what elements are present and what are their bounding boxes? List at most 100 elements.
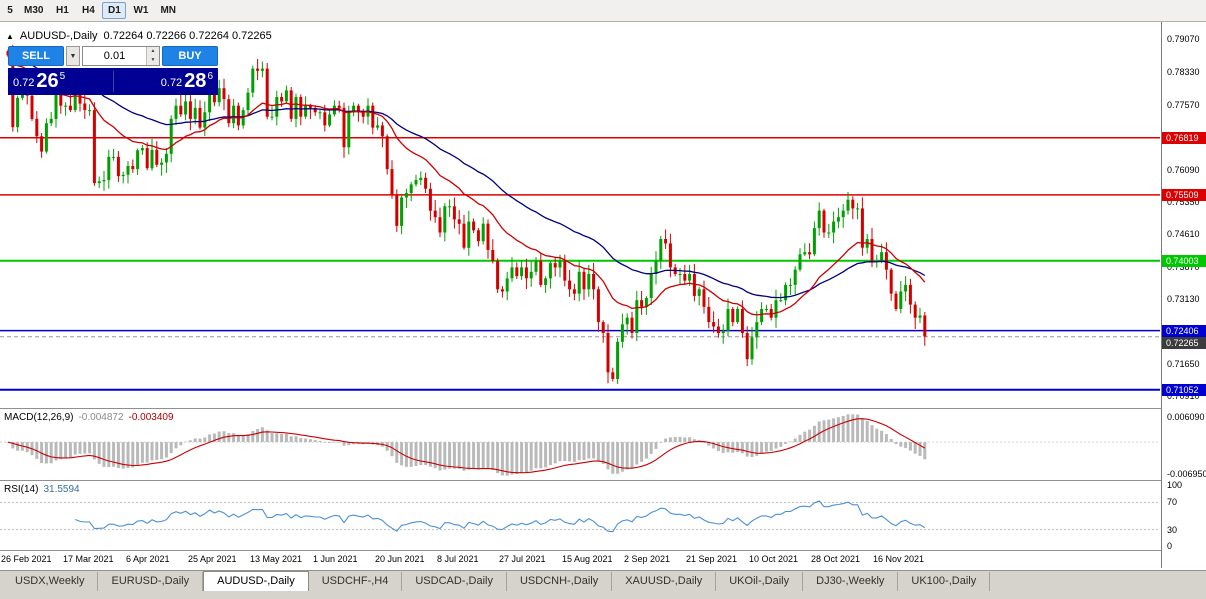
symbol-label: AUDUSD-,Daily: [19, 30, 98, 42]
candlestick-chart: [0, 44, 1160, 391]
timeframe-button-d1[interactable]: D1: [102, 2, 127, 19]
spinner-up-icon[interactable]: ▲: [147, 47, 159, 56]
date-axis-label: 13 May 2021: [250, 554, 303, 564]
chart-tab-eurusd-daily[interactable]: EURUSD-,Daily: [98, 572, 204, 591]
macd-axis-top-label: 0.006090: [1167, 412, 1205, 422]
chart-tab-usdx-weekly[interactable]: USDX,Weekly: [2, 572, 99, 591]
price-axis-label: 0.73870: [1167, 262, 1200, 272]
lot-size-field[interactable]: 0.01 ▲ ▼: [82, 46, 160, 66]
timeframe-toolbar: 5 M30 H1 H4 D1 W1 MN: [0, 0, 1206, 22]
timeframe-button-w1[interactable]: W1: [128, 2, 153, 19]
chart-tab-dj30-weekly[interactable]: DJ30-,Weekly: [803, 572, 899, 591]
date-axis-label: 6 Apr 2021: [126, 554, 170, 564]
chart-tab-xauusd-daily[interactable]: XAUUSD-,Daily: [612, 572, 717, 591]
price-axis-label: 0.78330: [1167, 67, 1200, 77]
level-price-tag: 0.76819: [1162, 132, 1206, 144]
timeframe-button-h1[interactable]: H1: [50, 2, 74, 19]
price-pane: ▲ AUDUSD-,Daily 0.72264 0.72266 0.72264 …: [0, 24, 1160, 408]
trade-options-caret-button[interactable]: ▼: [66, 46, 80, 66]
rsi-chart-canvas[interactable]: [0, 482, 1160, 550]
date-axis-label: 21 Sep 2021: [686, 554, 738, 564]
macd-title-text: MACD(12,26,9): [4, 412, 74, 423]
chart-tab-usdchf-h4[interactable]: USDCHF-,H4: [308, 572, 403, 591]
bid-point: 5: [59, 71, 66, 82]
ask-prefix: 0.72: [160, 77, 183, 89]
rsi-pane: RSI(14) 31.5594: [0, 482, 1160, 550]
spinner-down-icon[interactable]: ▼: [147, 56, 159, 65]
date-axis-label: 2 Sep 2021: [624, 554, 671, 564]
rsi-axis-label: 70: [1167, 497, 1178, 507]
pane-splitter[interactable]: [0, 480, 1206, 481]
rsi-title-text: RSI(14): [4, 484, 39, 495]
price-axis-label: 0.74610: [1167, 229, 1200, 239]
pane-splitter[interactable]: [0, 408, 1206, 409]
rsi-axis-label: 0: [1167, 541, 1173, 551]
price-axis-label: 0.75350: [1167, 197, 1200, 207]
macd-axis-bottom-label: -0.006950: [1167, 469, 1206, 479]
level-price-tag: 0.74003: [1162, 255, 1206, 267]
date-axis-label: 26 Feb 2021: [1, 554, 52, 564]
rsi-axis-label: 100: [1167, 480, 1183, 490]
one-click-trade-panel: SELL ▼ 0.01 ▲ ▼ BUY 0.72 26 5 0.72 28 6: [8, 46, 218, 95]
price-axis-label: 0.70910: [1167, 391, 1200, 401]
level-price-tag: 0.75509: [1162, 189, 1206, 201]
price-axis[interactable]: 0.006090 -0.006950 100 70 30 0 0.79070 0.…: [1161, 22, 1206, 568]
ask-pips: 28: [184, 70, 207, 92]
date-axis-label: 15 Aug 2021: [562, 554, 613, 564]
level-price-tag: 0.71052: [1162, 384, 1206, 396]
collapse-arrow-icon[interactable]: ▲: [6, 31, 14, 41]
timeframe-button-m30[interactable]: M30: [19, 2, 48, 19]
lot-size-value: 0.01: [103, 50, 126, 62]
sell-button[interactable]: SELL: [8, 46, 64, 66]
chart-tab-bar: USDX,Weekly EURUSD-,Daily AUDUSD-,Daily USD…: [0, 570, 1206, 591]
macd-signal-value: -0.003409: [128, 412, 174, 423]
chart-tab-uk100-daily[interactable]: UK100-,Daily: [898, 572, 991, 591]
date-axis-label: 10 Oct 2021: [749, 554, 799, 564]
timeframe-button-mn[interactable]: MN: [155, 2, 181, 19]
bid-price: 0.72 26 5: [13, 71, 65, 92]
price-axis-label: 0.79070: [1167, 34, 1200, 44]
buy-button[interactable]: BUY: [162, 46, 218, 66]
date-axis-label: 17 Mar 2021: [63, 554, 114, 564]
date-axis-label: 16 Nov 2021: [873, 554, 925, 564]
chart-tab-usdcnh-daily[interactable]: USDCNH-,Daily: [506, 572, 613, 591]
quote-divider: [113, 71, 114, 92]
level-price-tag: 0.72406: [1162, 325, 1206, 337]
ask-price: 0.72 28 6: [161, 71, 213, 92]
rsi-title: RSI(14) 31.5594: [4, 484, 85, 495]
macd-chart-canvas[interactable]: [0, 410, 1160, 480]
chart-tab-audusd-daily[interactable]: AUDUSD-,Daily: [203, 571, 309, 591]
date-axis-label: 25 Apr 2021: [188, 554, 237, 564]
rsi-chart: [0, 500, 1160, 533]
rsi-value: 31.5594: [43, 484, 80, 495]
date-axis-label: 27 Jul 2021: [499, 554, 546, 564]
date-axis-label: 1 Jun 2021: [313, 554, 358, 564]
bid-price-tag: 0.72265: [1162, 337, 1206, 349]
date-axis-label: 20 Jun 2021: [375, 554, 425, 564]
status-strip: [0, 591, 1206, 599]
bid-prefix: 0.72: [13, 77, 35, 89]
macd-chart: [0, 414, 1160, 476]
price-chart-canvas[interactable]: [0, 24, 1160, 408]
price-axis-label: 0.73130: [1167, 294, 1200, 304]
ohlc-values: 0.72264 0.72266 0.72264 0.72265: [103, 30, 272, 42]
date-axis-label: 8 Jul 2021: [437, 554, 479, 564]
chart-ohlc-header: ▲ AUDUSD-,Daily 0.72264 0.72266 0.72264 …: [6, 30, 272, 42]
price-axis-label: 0.77570: [1167, 100, 1200, 110]
macd-pane: MACD(12,26,9) -0.004872 -0.003409: [0, 410, 1160, 480]
ask-point: 6: [207, 71, 213, 82]
chart-tab-usdcad-daily[interactable]: USDCAD-,Daily: [402, 572, 507, 591]
quote-display: 0.72 26 5 0.72 28 6: [8, 68, 218, 95]
rsi-axis-label: 30: [1167, 525, 1178, 535]
date-axis: 26 Feb 2021 17 Mar 2021 6 Apr 2021 25 Apr 2…: [0, 552, 1160, 568]
timeframe-button-h4[interactable]: H4: [76, 2, 100, 19]
timeframe-button-5[interactable]: 5: [3, 2, 17, 19]
pane-splitter[interactable]: [0, 550, 1206, 551]
price-axis-label: 0.71650: [1167, 359, 1200, 369]
chevron-down-icon: ▼: [69, 52, 77, 60]
lot-spinner[interactable]: ▲ ▼: [146, 47, 159, 65]
chart-tab-ukoil-daily[interactable]: UKOil-,Daily: [716, 572, 804, 591]
bid-pips: 26: [36, 70, 59, 92]
price-axis-label: 0.76090: [1167, 165, 1200, 175]
